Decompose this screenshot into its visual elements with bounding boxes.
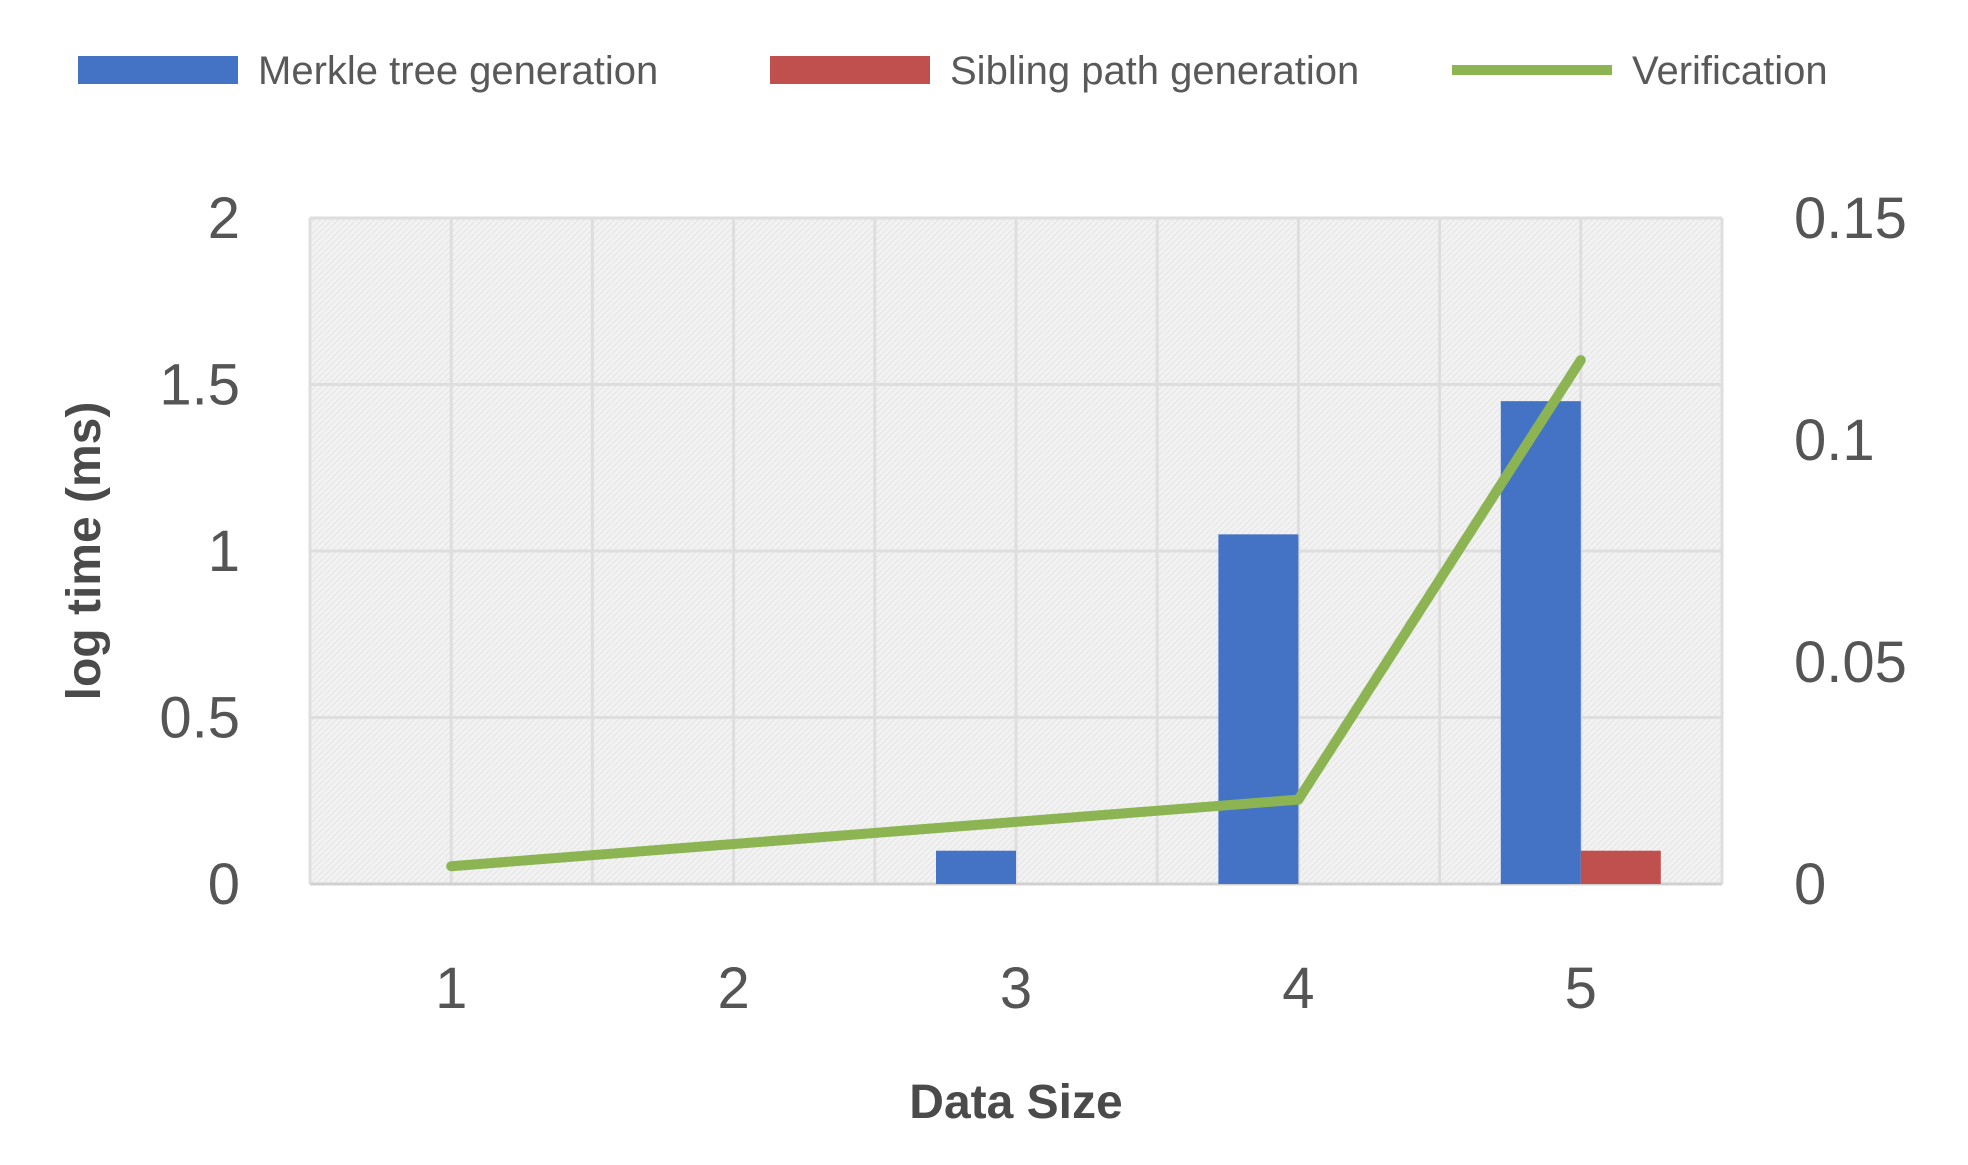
x-tick-label: 1 xyxy=(435,956,467,1021)
legend-label-verification: Verification xyxy=(1632,49,1828,93)
right-tick-label: 0.05 xyxy=(1794,630,1907,695)
bars xyxy=(936,401,1661,884)
x-axis-title: Data Size xyxy=(909,1076,1122,1129)
left-tick-label: 1 xyxy=(208,519,240,584)
bar-merkle-tree-generation-4 xyxy=(1218,534,1299,884)
right-tick-label: 0.1 xyxy=(1794,408,1875,473)
legend: Merkle tree generation Sibling path gener… xyxy=(78,49,1828,93)
x-tick-label: 3 xyxy=(1000,956,1032,1021)
x-tick-label: 2 xyxy=(717,956,749,1021)
y-axis-title: log time (ms) xyxy=(58,402,111,701)
line-series xyxy=(446,355,1586,872)
x-tick-label: 4 xyxy=(1282,956,1314,1021)
right-axis-ticks: 0 0.05 0.1 0.15 xyxy=(1794,186,1907,917)
left-tick-label: 0.5 xyxy=(159,686,240,751)
legend-label-sibling-path-generation: Sibling path generation xyxy=(950,49,1359,93)
legend-label-merkle-tree-generation: Merkle tree generation xyxy=(258,49,658,93)
left-axis-ticks: 0 0.5 1 1.5 2 xyxy=(159,186,240,917)
x-axis-ticks: 1 2 3 4 5 xyxy=(435,956,1597,1021)
bar-merkle-tree-generation-5 xyxy=(1500,401,1581,884)
x-tick-label: 5 xyxy=(1565,956,1597,1021)
left-tick-label: 1.5 xyxy=(159,353,240,418)
legend-swatch-merkle-tree-generation xyxy=(78,56,238,84)
bar-sibling-path-generation-5 xyxy=(1580,850,1661,884)
left-tick-label: 0 xyxy=(208,852,240,917)
right-tick-label: 0 xyxy=(1794,852,1826,917)
bar-merkle-tree-generation-3 xyxy=(936,850,1016,884)
left-tick-label: 2 xyxy=(208,186,240,251)
legend-swatch-sibling-path-generation xyxy=(770,56,930,84)
line-verification xyxy=(446,355,1586,872)
right-tick-label: 0.15 xyxy=(1794,186,1907,251)
